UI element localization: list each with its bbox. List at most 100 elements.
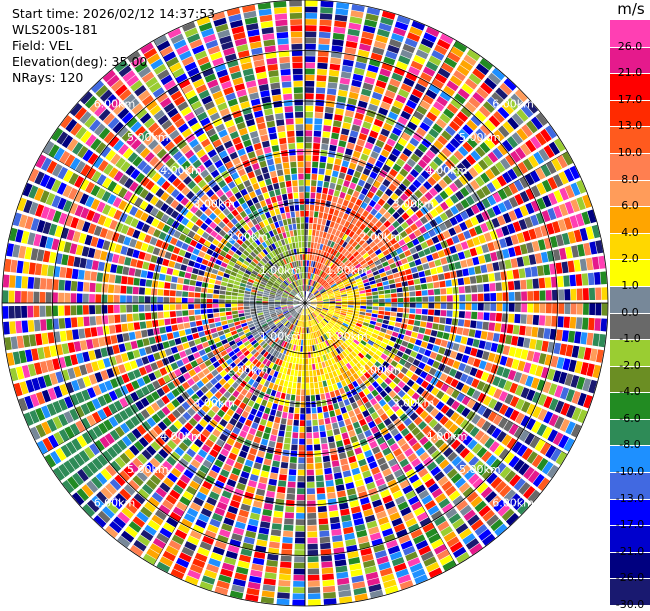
velocity-gate xyxy=(135,143,146,155)
velocity-gate xyxy=(380,128,390,137)
velocity-gate xyxy=(205,454,216,464)
velocity-gate xyxy=(281,299,287,302)
velocity-gate xyxy=(325,340,330,347)
velocity-gate xyxy=(159,556,174,567)
velocity-gate xyxy=(395,94,407,104)
velocity-gate xyxy=(323,334,329,340)
velocity-gate xyxy=(492,192,502,203)
velocity-gate xyxy=(105,149,116,162)
velocity-gate xyxy=(370,208,378,216)
velocity-gate xyxy=(380,381,388,389)
velocity-gate xyxy=(139,200,149,211)
velocity-gate xyxy=(175,240,184,248)
velocity-gate xyxy=(480,486,493,499)
velocity-gate xyxy=(383,579,397,589)
velocity-gate xyxy=(497,106,510,119)
velocity-gate xyxy=(65,267,73,279)
velocity-gate xyxy=(347,28,360,37)
velocity-gate xyxy=(274,300,281,302)
velocity-gate xyxy=(434,471,445,482)
velocity-gate xyxy=(362,336,369,343)
velocity-gate xyxy=(366,455,376,464)
velocity-gate xyxy=(167,472,178,483)
velocity-gate xyxy=(231,373,239,381)
velocity-gate xyxy=(128,479,140,491)
velocity-gate xyxy=(336,95,347,103)
velocity-gate xyxy=(265,272,272,278)
velocity-gate xyxy=(86,480,99,493)
velocity-gate xyxy=(444,219,453,229)
velocity-gate xyxy=(323,273,328,279)
velocity-gate xyxy=(170,210,180,219)
velocity-gate xyxy=(362,252,369,259)
velocity-gate xyxy=(251,506,262,515)
velocity-gate xyxy=(453,427,464,438)
velocity-gate xyxy=(278,331,284,338)
velocity-gate xyxy=(349,344,356,351)
velocity-gate xyxy=(190,459,201,469)
velocity-gate xyxy=(418,271,426,278)
velocity-gate xyxy=(306,438,313,445)
velocity-gate xyxy=(275,309,282,313)
velocity-gate xyxy=(256,303,262,306)
velocity-gate xyxy=(316,81,326,88)
velocity-gate xyxy=(67,476,80,490)
velocity-gate xyxy=(220,262,228,268)
velocity-gate xyxy=(163,289,170,296)
velocity-gate xyxy=(69,408,80,421)
velocity-gate xyxy=(406,324,414,331)
velocity-gate xyxy=(108,390,118,401)
velocity-gate xyxy=(257,290,264,294)
velocity-gate xyxy=(557,275,564,288)
velocity-gate xyxy=(131,380,140,390)
velocity-gate xyxy=(81,484,94,498)
velocity-gate xyxy=(40,361,49,374)
velocity-gate xyxy=(486,514,500,527)
velocity-gate xyxy=(283,405,289,413)
velocity-gate xyxy=(245,594,259,602)
velocity-gate xyxy=(423,32,437,43)
velocity-gate xyxy=(330,248,335,255)
velocity-gate xyxy=(194,292,201,298)
velocity-gate xyxy=(209,518,221,528)
velocity-gate xyxy=(436,331,444,339)
velocity-gate xyxy=(412,568,426,579)
velocity-gate xyxy=(333,363,339,370)
velocity-gate xyxy=(382,447,392,456)
velocity-gate xyxy=(508,493,521,506)
velocity-gate xyxy=(332,535,343,542)
velocity-gate xyxy=(356,281,363,286)
velocity-gate xyxy=(162,550,176,562)
velocity-gate xyxy=(120,530,135,543)
velocity-gate xyxy=(381,276,388,282)
velocity-gate xyxy=(315,363,319,370)
velocity-gate xyxy=(249,447,258,456)
velocity-gate xyxy=(488,133,500,146)
velocity-gate xyxy=(297,345,301,352)
velocity-gate xyxy=(585,257,594,271)
velocity-gate xyxy=(113,400,123,411)
velocity-gate xyxy=(313,438,320,445)
velocity-gate xyxy=(508,455,520,468)
velocity-gate xyxy=(508,247,516,258)
velocity-gate xyxy=(339,387,345,395)
velocity-gate xyxy=(161,395,170,405)
velocity-gate xyxy=(533,290,540,301)
velocity-gate xyxy=(388,321,396,326)
velocity-gate xyxy=(300,414,305,420)
velocity-gate xyxy=(341,186,348,193)
velocity-gate xyxy=(305,364,309,371)
velocity-gate xyxy=(135,240,143,250)
velocity-gate xyxy=(513,426,525,439)
velocity-gate xyxy=(2,290,9,303)
velocity-gate xyxy=(575,317,583,330)
velocity-gate xyxy=(29,410,40,424)
velocity-gate xyxy=(455,523,469,535)
velocity-gate xyxy=(313,130,322,137)
velocity-gate xyxy=(166,267,174,275)
velocity-gate xyxy=(517,161,529,174)
velocity-gate xyxy=(444,419,454,430)
velocity-gate xyxy=(248,427,257,436)
velocity-gate xyxy=(512,165,523,178)
velocity-gate xyxy=(355,385,362,393)
